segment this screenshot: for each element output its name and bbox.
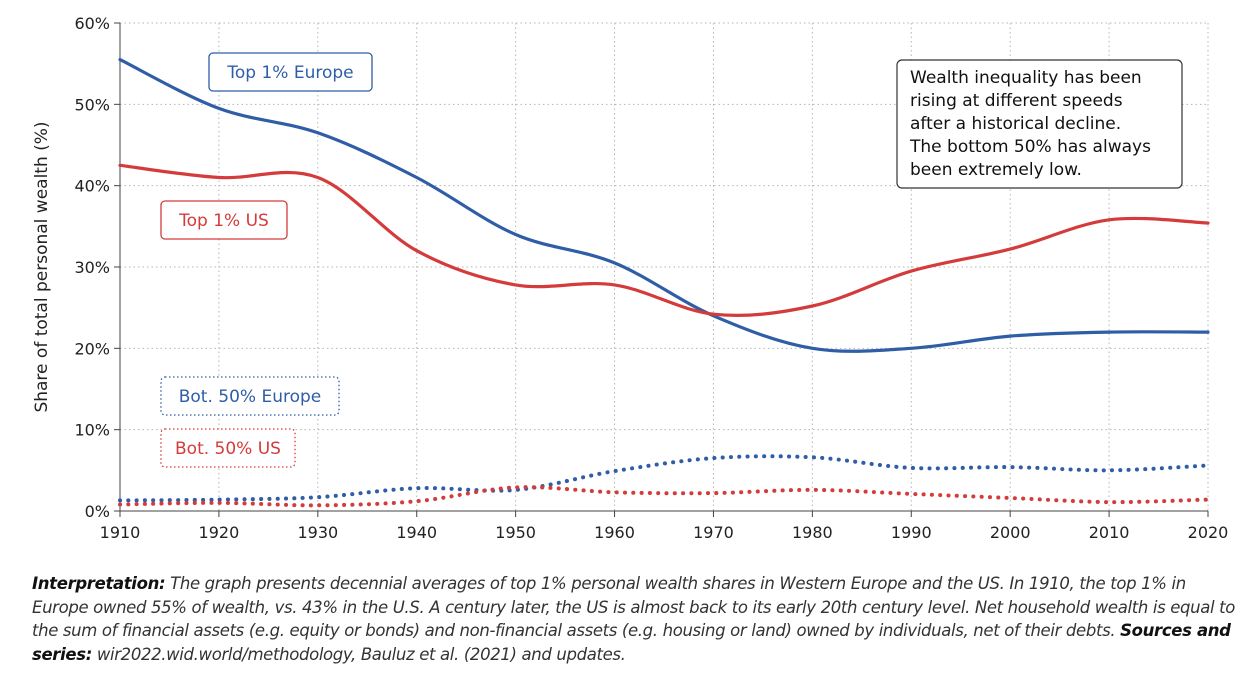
x-tick-label: 1960 bbox=[594, 523, 635, 542]
interpretation-label: Interpretation: bbox=[32, 574, 166, 593]
annotation-line: after a historical decline. bbox=[910, 114, 1121, 134]
series-label-bot-50-europe: Bot. 50% Europe bbox=[179, 387, 322, 407]
series-label-box-bot-50-europe bbox=[160, 376, 340, 416]
annotation-frame bbox=[896, 59, 1183, 189]
series-line-top-1-europe bbox=[118, 58, 1210, 353]
series-label-top-1-us: Top 1% US bbox=[178, 211, 269, 231]
axes: 0% 10% 20% 30% 40% 50% 60% 1910 1920 1930 1940 1950… bbox=[32, 14, 1228, 542]
series-lines bbox=[118, 58, 1210, 508]
sources-label: Sources and series: bbox=[32, 621, 1231, 664]
x-tick-label: 1980 bbox=[792, 523, 833, 542]
y-tick-label: 60% bbox=[74, 14, 110, 33]
x-tick-label: 2000 bbox=[990, 523, 1031, 542]
sources-text: wir2022.wid.world/methodology, Bauluz et… bbox=[91, 644, 626, 664]
series-label-box-bot-50-us bbox=[160, 428, 296, 468]
y-tick-label: 40% bbox=[74, 177, 110, 196]
annotation-line: The bottom 50% has always bbox=[909, 137, 1151, 157]
x-tick-label: 1930 bbox=[297, 523, 338, 542]
annotation-line: Wealth inequality has been bbox=[910, 68, 1142, 88]
y-tick-label: 50% bbox=[74, 95, 110, 114]
y-tick-label: 30% bbox=[74, 258, 110, 277]
x-tick-label: 1970 bbox=[693, 523, 734, 542]
x-tick-label: 2020 bbox=[1188, 523, 1229, 542]
series-line-top-1-us bbox=[118, 163, 1210, 317]
series-label-top-1-europe: Top 1% Europe bbox=[226, 63, 353, 83]
series-label-box-top-1-europe bbox=[208, 52, 373, 92]
x-tick-label: 1990 bbox=[891, 523, 932, 542]
annotation-box: Wealth inequality has been rising at diff… bbox=[896, 59, 1183, 189]
wealth-share-chart: 0% 10% 20% 30% 40% 50% 60% 1910 1920 1930 1940 1950… bbox=[32, 14, 1228, 542]
series-label-box-top-1-us bbox=[160, 200, 288, 240]
series-line-bot-50-us bbox=[118, 485, 1210, 508]
x-tick-label: 2010 bbox=[1089, 523, 1130, 542]
grid bbox=[120, 22, 1209, 511]
y-tick-label: 0% bbox=[85, 502, 110, 521]
series-line-bot-50-europe bbox=[118, 454, 1210, 503]
y-tick-label: 20% bbox=[74, 339, 110, 358]
annotation-line: rising at different speeds bbox=[910, 91, 1123, 111]
x-tick-label: 1940 bbox=[396, 523, 437, 542]
series-labels: Top 1% Europe Top 1% US Bot. 50% Europe Bot… bbox=[160, 52, 373, 468]
y-axis-title: Share of total personal wealth (%) bbox=[32, 121, 52, 412]
chart-caption: Interpretation: The graph presents decen… bbox=[32, 572, 1247, 666]
x-tick-label: 1950 bbox=[495, 523, 536, 542]
interpretation-text: The graph presents decennial averages of… bbox=[32, 574, 1236, 640]
x-tick-label: 1920 bbox=[199, 523, 240, 542]
y-tick-label: 10% bbox=[74, 421, 110, 440]
annotation-line: been extremely low. bbox=[910, 160, 1082, 180]
series-label-bot-50-us: Bot. 50% US bbox=[175, 439, 281, 459]
x-tick-label: 1910 bbox=[100, 523, 141, 542]
